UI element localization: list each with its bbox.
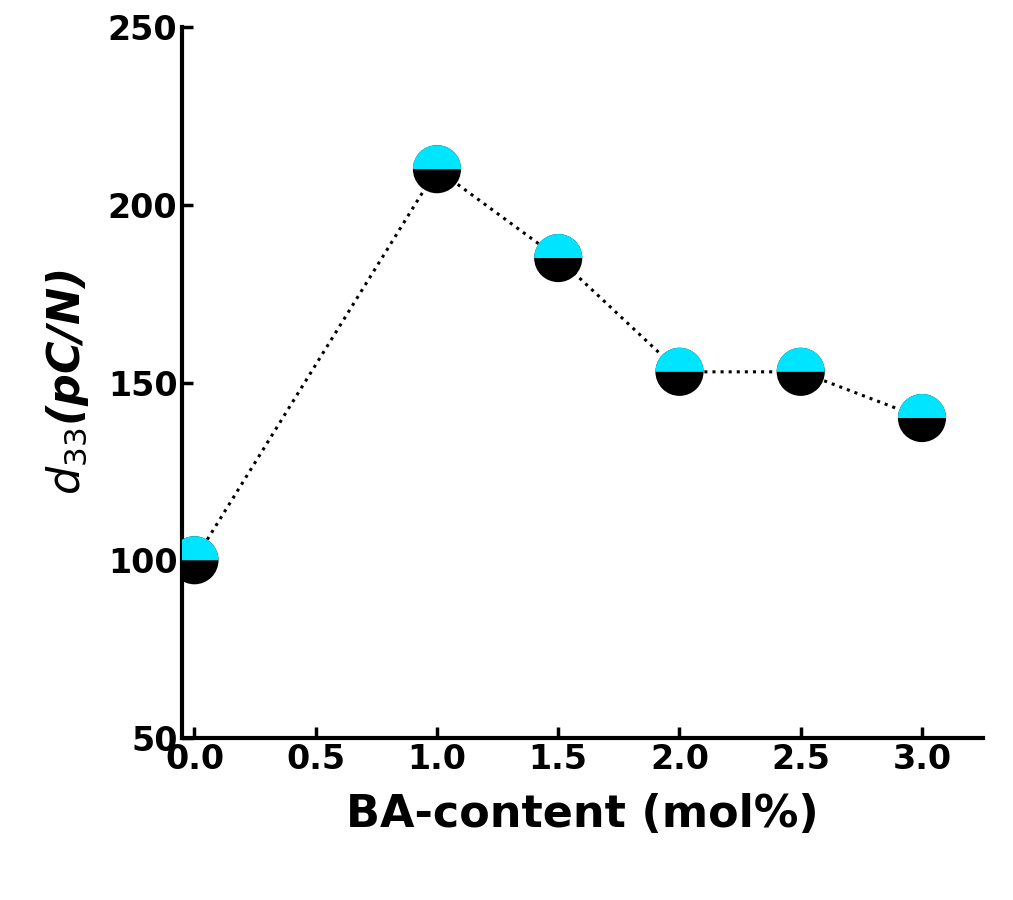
Point [186, 553, 203, 568]
Point [914, 410, 930, 426]
Point [672, 364, 688, 379]
Point [550, 251, 566, 266]
Point [792, 364, 808, 379]
Point [914, 410, 930, 426]
Point [186, 553, 203, 568]
X-axis label: BA-content (mol%): BA-content (mol%) [346, 793, 819, 835]
Point [428, 162, 445, 176]
Point [550, 251, 566, 266]
Point [672, 364, 688, 379]
Y-axis label: $d_{33}$(pC/N): $d_{33}$(pC/N) [45, 270, 91, 495]
Point [792, 364, 808, 379]
Point [428, 162, 445, 176]
